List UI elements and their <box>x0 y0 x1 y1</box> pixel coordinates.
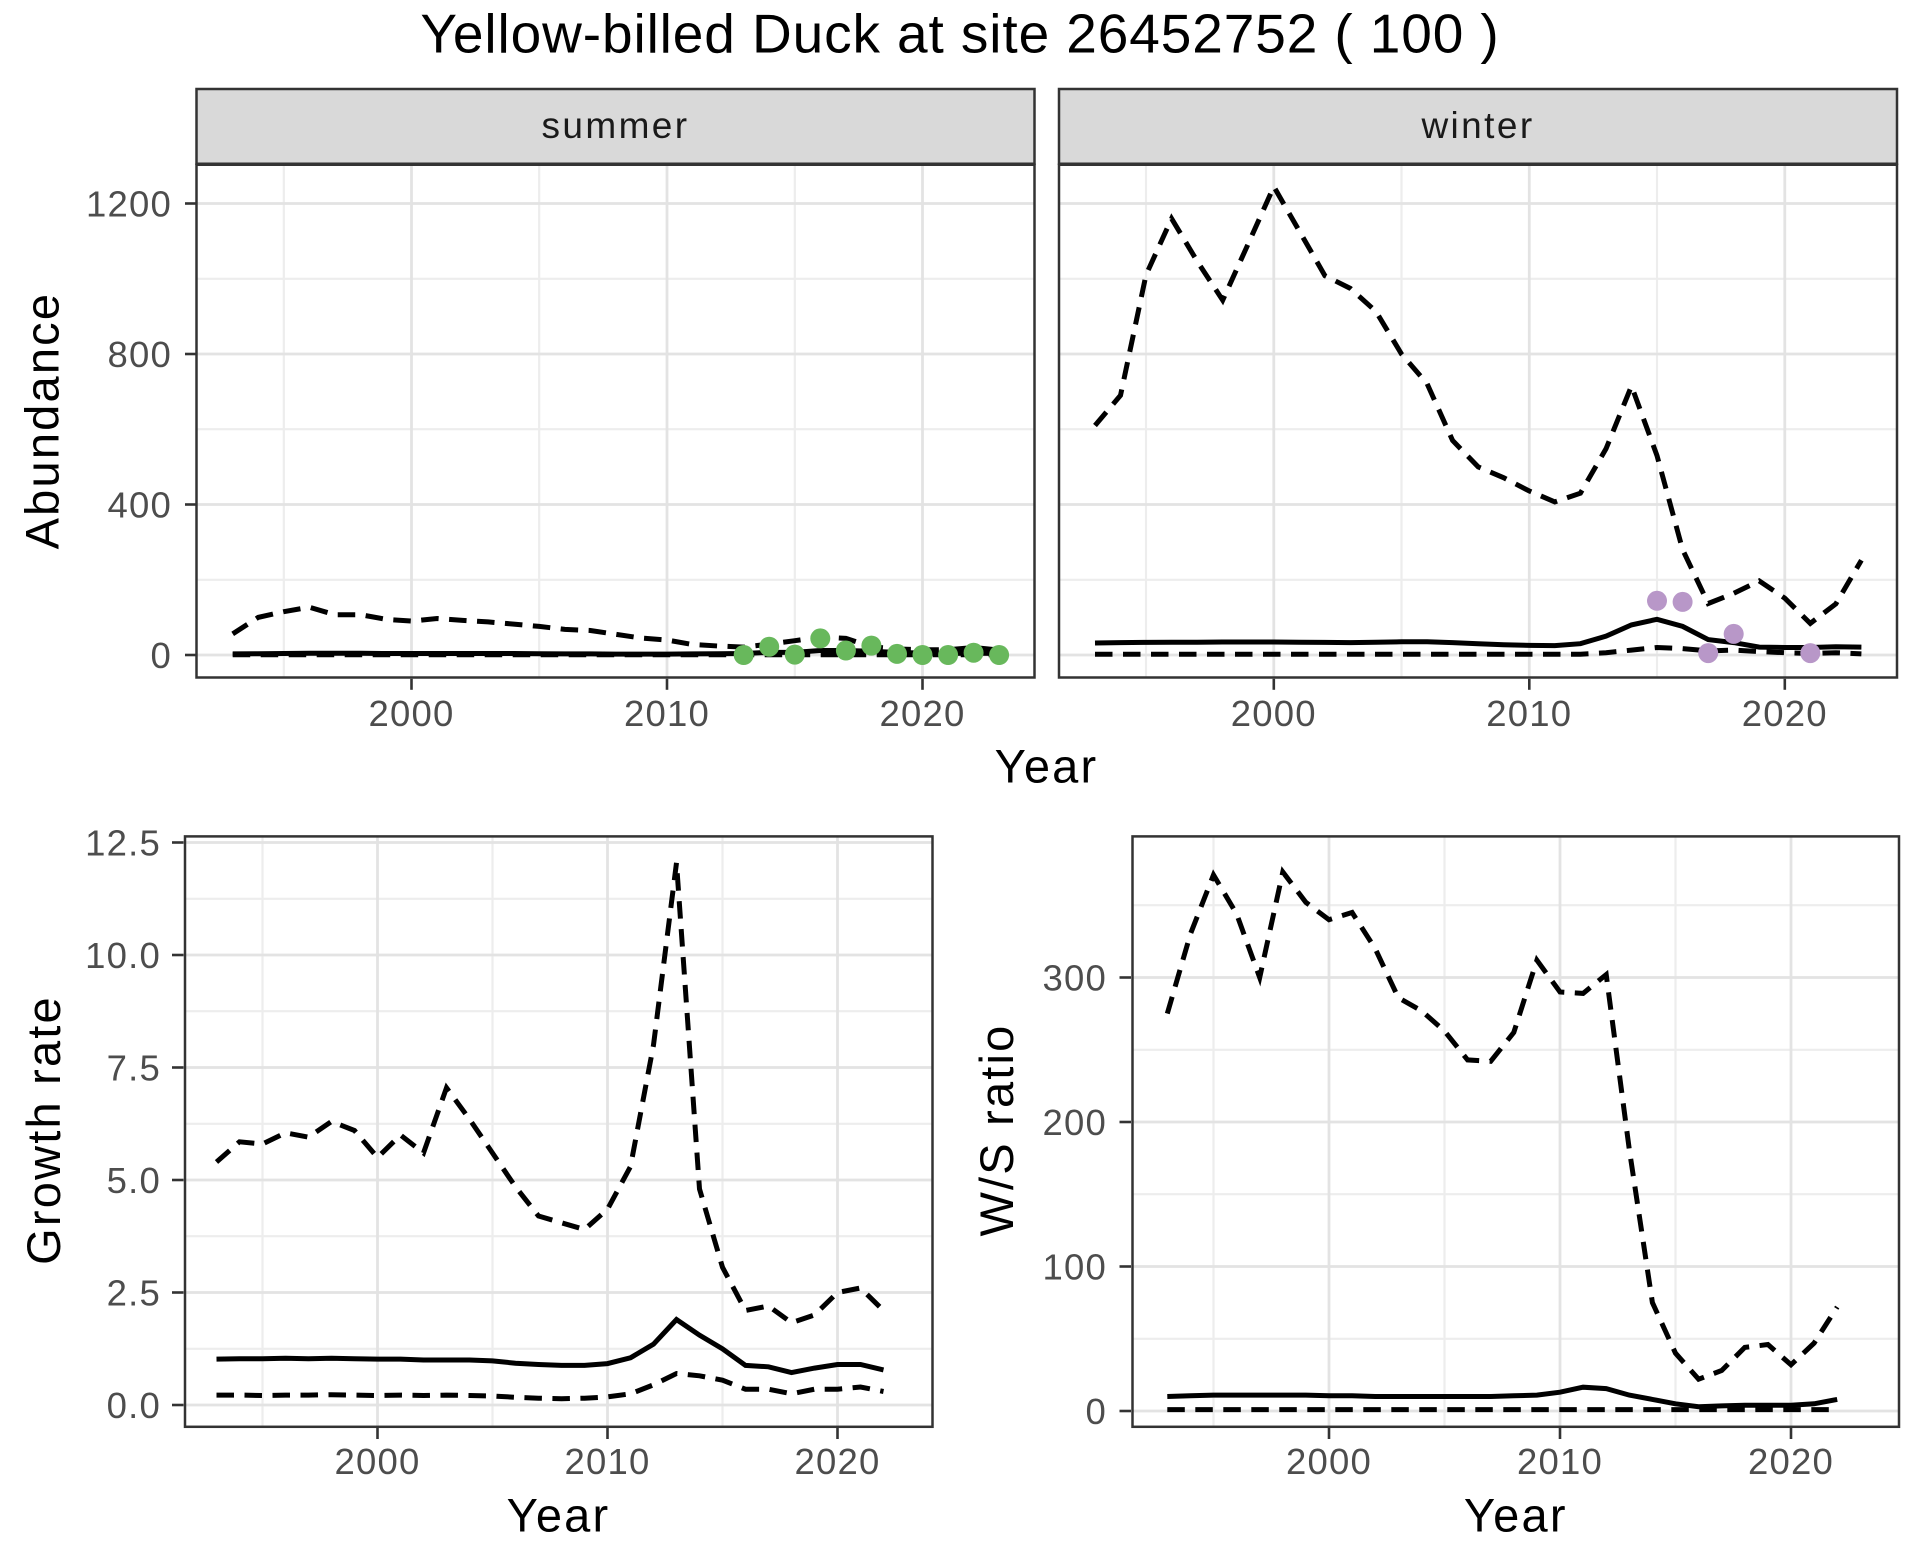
svg-text:0.0: 0.0 <box>107 1385 161 1426</box>
svg-text:100: 100 <box>1043 1247 1108 1288</box>
svg-text:2010: 2010 <box>1486 693 1572 734</box>
svg-text:5.0: 5.0 <box>107 1160 161 1201</box>
svg-text:Yellow-billed Duck at site 264: Yellow-billed Duck at site 26452752 ( 10… <box>420 3 1499 65</box>
svg-text:2000: 2000 <box>1231 693 1317 734</box>
svg-text:Year: Year <box>1464 1489 1568 1542</box>
svg-text:400: 400 <box>108 485 173 526</box>
svg-text:1200: 1200 <box>86 184 172 225</box>
svg-text:Growth rate: Growth rate <box>17 995 70 1265</box>
svg-text:800: 800 <box>108 334 173 375</box>
svg-text:Abundance: Abundance <box>16 292 69 550</box>
svg-text:0: 0 <box>151 635 173 676</box>
svg-text:200: 200 <box>1043 1102 1108 1143</box>
svg-text:2020: 2020 <box>795 1441 881 1482</box>
svg-text:2.5: 2.5 <box>107 1273 161 1314</box>
svg-text:2020: 2020 <box>880 693 966 734</box>
svg-text:Year: Year <box>995 739 1099 792</box>
svg-text:winter: winter <box>1420 105 1534 146</box>
svg-text:2020: 2020 <box>1742 693 1828 734</box>
svg-text:0: 0 <box>1086 1391 1108 1432</box>
svg-text:summer: summer <box>541 105 689 146</box>
svg-text:2020: 2020 <box>1748 1441 1834 1482</box>
svg-text:12.5: 12.5 <box>85 823 161 864</box>
svg-text:2010: 2010 <box>1517 1441 1603 1482</box>
svg-text:2000: 2000 <box>369 693 455 734</box>
svg-text:2000: 2000 <box>1286 1441 1372 1482</box>
svg-text:2010: 2010 <box>624 693 710 734</box>
svg-text:10.0: 10.0 <box>85 935 161 976</box>
svg-text:2000: 2000 <box>335 1441 421 1482</box>
svg-text:300: 300 <box>1043 958 1108 999</box>
svg-text:7.5: 7.5 <box>107 1048 161 1089</box>
svg-text:W/S ratio: W/S ratio <box>970 1023 1023 1236</box>
svg-text:Year: Year <box>507 1489 611 1542</box>
svg-text:2010: 2010 <box>565 1441 651 1482</box>
